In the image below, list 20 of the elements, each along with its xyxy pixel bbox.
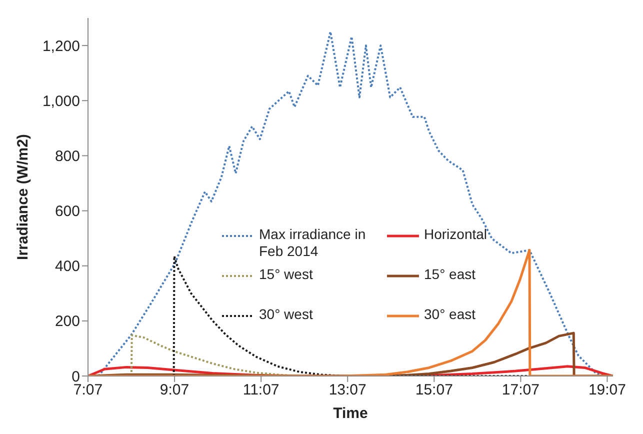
y-axis-title: Irradiance (W/m2) bbox=[14, 134, 32, 260]
x-tick-label: 17:07 bbox=[502, 382, 540, 399]
legend-label: Max irradiance in Feb 2014 bbox=[259, 226, 367, 260]
y-tick-label: 1,000 bbox=[42, 92, 80, 110]
legend-label: 30° west bbox=[259, 306, 313, 323]
legend-label: 30° east bbox=[424, 306, 476, 323]
y-tick-label: 600 bbox=[54, 203, 80, 220]
x-tick-label: 11:07 bbox=[242, 382, 280, 399]
y-tick-label: 800 bbox=[54, 148, 80, 166]
x-tick-label: 15:07 bbox=[415, 382, 453, 399]
x-tick-label: 13:07 bbox=[328, 382, 366, 399]
x-axis-title: Time bbox=[333, 405, 368, 422]
x-tick-label: 9:07 bbox=[160, 382, 190, 399]
y-tick-label: 200 bbox=[54, 313, 80, 330]
y-tick-label: 400 bbox=[54, 258, 80, 276]
legend-label: 15° east bbox=[424, 266, 476, 283]
legend-label: Horizontal bbox=[424, 226, 488, 243]
x-tick-label: 19:07 bbox=[588, 382, 626, 399]
y-tick-label: 1,200 bbox=[42, 38, 80, 55]
legend-label: 15° west bbox=[259, 266, 313, 283]
